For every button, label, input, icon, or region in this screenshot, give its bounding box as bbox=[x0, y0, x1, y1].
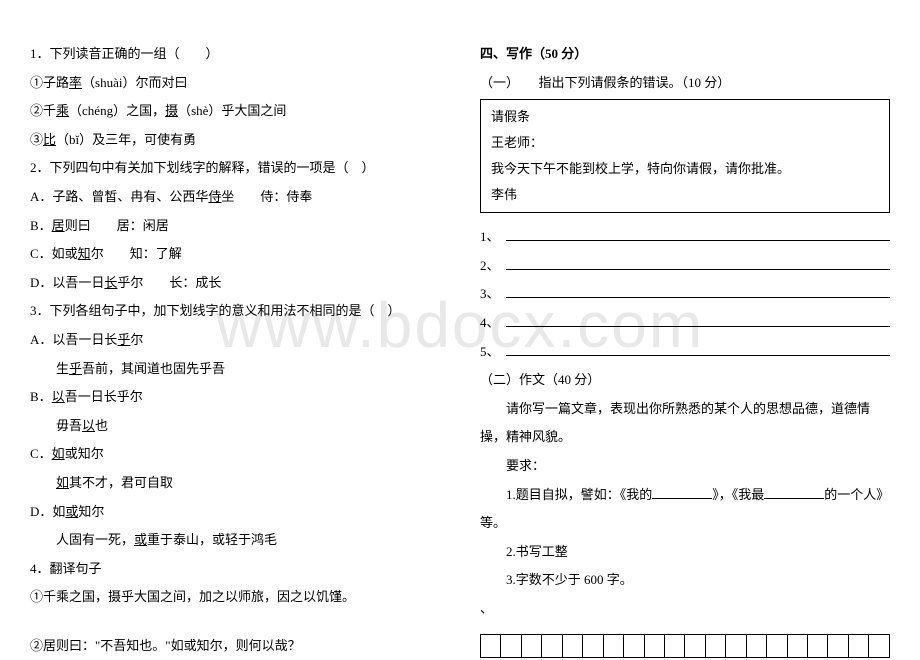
q1-opt3: ③比（bǐ）及三年，可使有勇 bbox=[30, 126, 440, 155]
fill-1: 1、 bbox=[480, 223, 890, 252]
q3-c2: 如其不才，君可自取 bbox=[30, 469, 440, 498]
req-label: 要求： bbox=[480, 452, 890, 481]
sub1: （一） 指出下列请假条的错误。（10 分） bbox=[480, 69, 890, 98]
essay-para: 请你写一篇文章，表现出你所熟悉的某个人的思想品德，道德情操，精神风貌。 bbox=[480, 395, 890, 452]
q3-c1: C．如或知尔 bbox=[30, 440, 440, 469]
q3: 3．下列各组句子中，加下划线字的意义和用法不相同的是（ ） bbox=[30, 297, 440, 326]
box-line4: 李伟 bbox=[491, 182, 879, 208]
left-column: 1．下列读音正确的一组（ ） ①子路率（shuài）尔而对曰 ②千乘（chéng… bbox=[30, 40, 460, 630]
right-column: 四、写作（50 分） （一） 指出下列请假条的错误。（10 分） 请假条 王老师… bbox=[460, 40, 890, 630]
q1-opt2: ②千乘（chéng）之国，摄（shè）乎大国之间 bbox=[30, 97, 440, 126]
q3-b2: 毋吾以也 bbox=[30, 412, 440, 441]
q3-a2: 生乎吾前，其闻道也固先乎吾 bbox=[30, 355, 440, 384]
q1: 1．下列读音正确的一组（ ） bbox=[30, 40, 440, 69]
box-line3: 我今天下午不能到校上学，特向你请假，请你批准。 bbox=[491, 156, 879, 182]
q3-d2: 人固有一死，或重于泰山，或轻于鸿毛 bbox=[30, 526, 440, 555]
box-line1: 请假条 bbox=[491, 104, 879, 130]
fill-3: 3、 bbox=[480, 280, 890, 309]
writing-grid bbox=[480, 634, 890, 658]
fill-4: 4、 bbox=[480, 309, 890, 338]
page-container: 1．下列读音正确的一组（ ） ①子路率（shuài）尔而对曰 ②千乘（chéng… bbox=[0, 0, 920, 650]
note-box: 请假条 王老师： 我今天下午不能到校上学，特向你请假，请你批准。 李伟 bbox=[480, 99, 890, 213]
q4: 4．翻译句子 bbox=[30, 555, 440, 584]
fill-5: 5、 bbox=[480, 338, 890, 367]
q4-a: ①千乘之国，摄乎大国之间，加之以师旅，因之以饥馑。 bbox=[30, 583, 440, 612]
sub2: （二）作文（40 分） bbox=[480, 366, 890, 395]
req-3: 3.字数不少于 600 字。 bbox=[480, 566, 890, 595]
q1-opt1: ①子路率（shuài）尔而对曰 bbox=[30, 69, 440, 98]
q2: 2．下列四句中有关加下划线字的解释，错误的一项是（ ） bbox=[30, 154, 440, 183]
req-2: 2.书写工整 bbox=[480, 538, 890, 567]
q3-a1: A．以吾一日长乎尔 bbox=[30, 326, 440, 355]
q2-a: A．子路、曾皙、冉有、公西华侍坐 侍：侍奉 bbox=[30, 183, 440, 212]
q2-b: B．居则曰 居：闲居 bbox=[30, 212, 440, 241]
section-title: 四、写作（50 分） bbox=[480, 40, 890, 69]
q2-c: C．如或知尔 知：了解 bbox=[30, 240, 440, 269]
req-1: 1.题目自拟，譬如：《我的》，《我最的一个人》 等。 bbox=[480, 481, 890, 538]
q2-d: D．以吾一日长乎尔 长：成长 bbox=[30, 269, 440, 298]
dot: 、 bbox=[480, 595, 890, 624]
box-line2: 王老师： bbox=[491, 130, 879, 156]
q3-d1: D．如或知尔 bbox=[30, 498, 440, 527]
fill-2: 2、 bbox=[480, 252, 890, 281]
q4-b: ②居则曰："不吾知也。"如或知尔，则何以哉？ bbox=[30, 632, 440, 660]
q3-b1: B．以吾一日长乎尔 bbox=[30, 383, 440, 412]
